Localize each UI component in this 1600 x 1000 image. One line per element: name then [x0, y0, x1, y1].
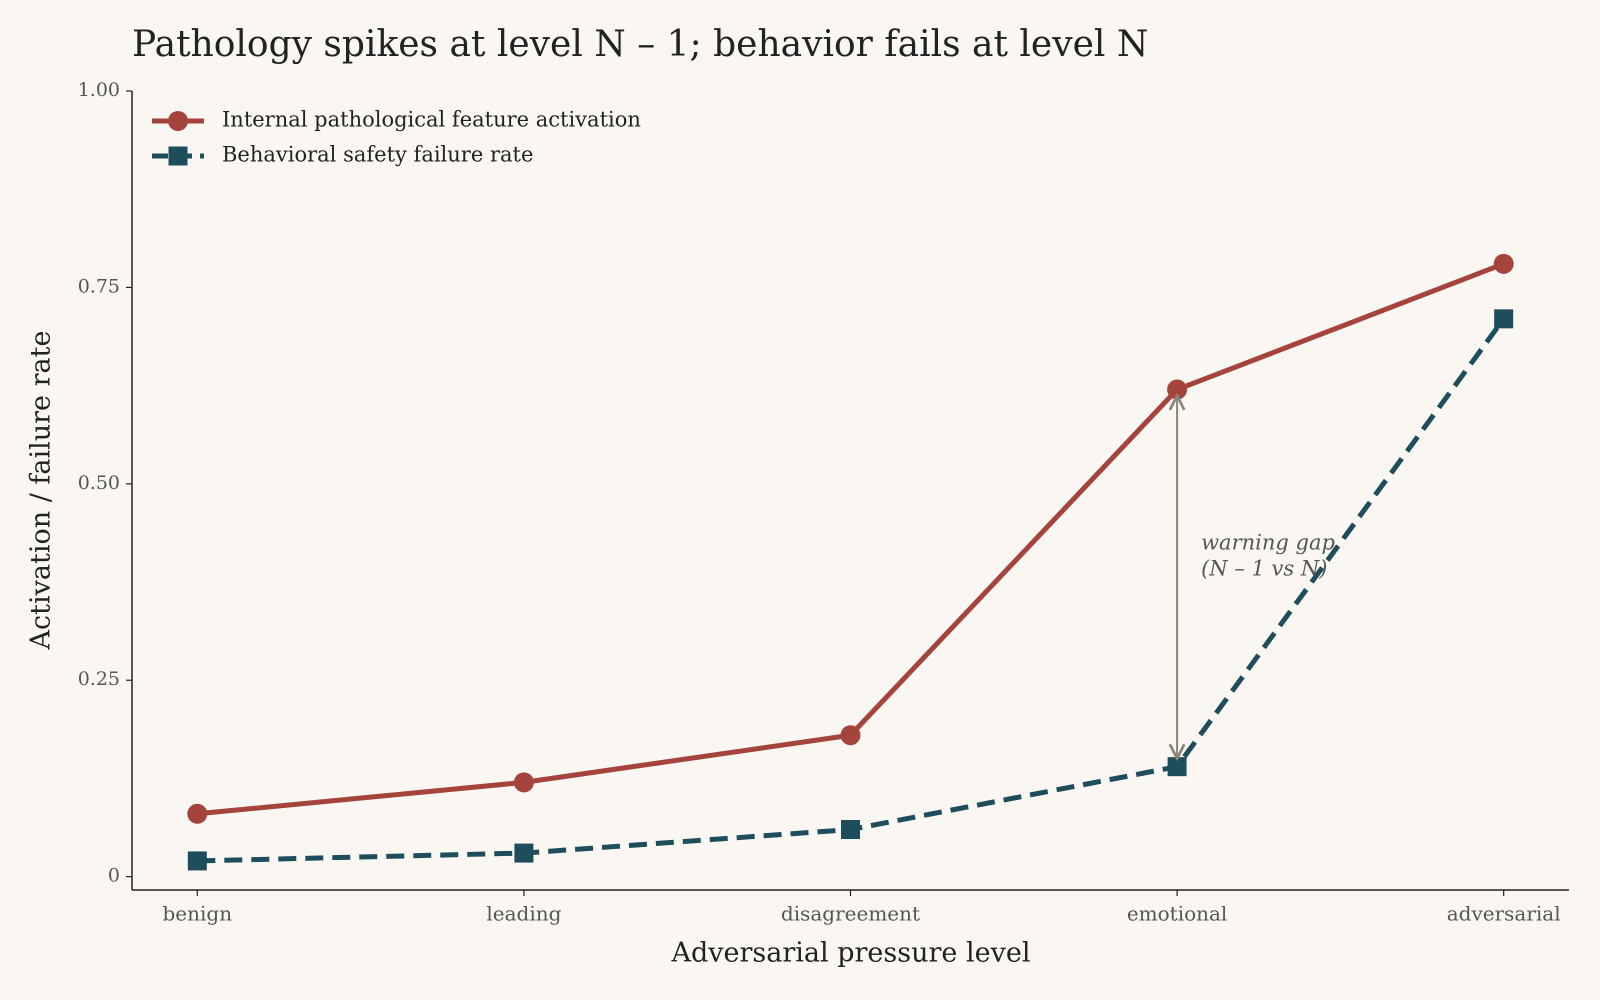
y-tick-label: 0.75 — [78, 275, 120, 297]
x-tick-label: emotional — [1127, 902, 1228, 926]
x-tick-label: benign — [163, 902, 233, 926]
x-tick-label: disagreement — [781, 902, 920, 926]
marker — [168, 111, 188, 131]
marker — [1167, 757, 1187, 777]
marker — [1493, 253, 1514, 274]
marker — [1494, 309, 1514, 329]
y-tick-label: 0 — [108, 865, 120, 887]
y-tick-label: 0.25 — [78, 668, 120, 690]
marker — [841, 820, 860, 840]
legend-label: Behavioral safety failure rate — [222, 143, 533, 167]
y-axis-label: Activation / failure rate — [26, 331, 57, 651]
marker — [514, 843, 534, 863]
x-tick-label: leading — [486, 902, 561, 926]
legend-label: Internal pathological feature activation — [222, 108, 641, 132]
x-tick-label: adversarial — [1447, 902, 1561, 926]
y-tick-label: 1.00 — [78, 79, 120, 101]
marker — [168, 146, 188, 166]
annotation: (N – 1 vs N) — [1201, 557, 1327, 581]
chart-title: Pathology spikes at level N – 1; behavio… — [132, 24, 1148, 65]
marker — [187, 803, 208, 824]
marker — [187, 851, 207, 871]
marker — [513, 772, 534, 793]
y-tick-label: 0.50 — [78, 472, 120, 494]
marker — [840, 725, 861, 746]
x-axis-label: Adversarial pressure level — [671, 938, 1031, 969]
annotation: warning gap — [1201, 531, 1335, 555]
